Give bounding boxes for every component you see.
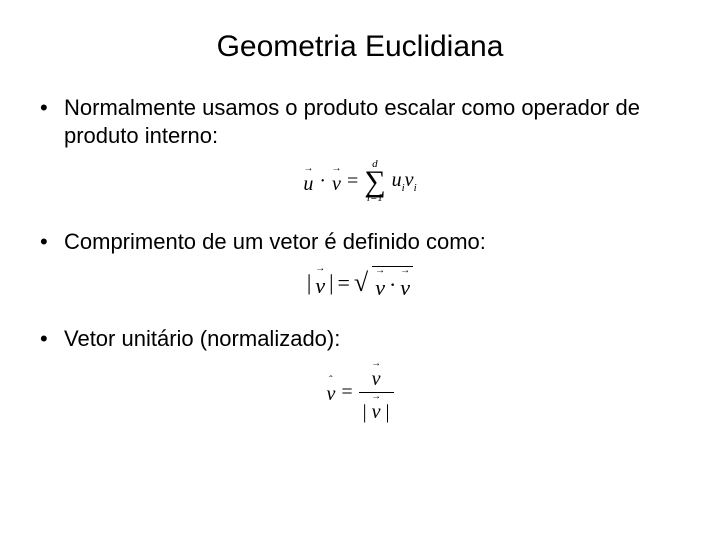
sqrt-dot: · — [389, 272, 396, 298]
ui-base: u — [392, 169, 402, 191]
vi-sub: i — [414, 182, 417, 194]
fraction-num: → v — [368, 362, 385, 390]
vector-u: → u — [303, 167, 313, 196]
den-abs-open: | — [363, 401, 367, 423]
summation: d ∑ i=1 — [364, 159, 385, 204]
bullet-2: Comprimento de um vetor é definido como: — [40, 228, 680, 256]
frac-num-v: → v — [372, 362, 381, 390]
vi-base: v — [405, 169, 414, 191]
bullet-3: Vetor unitário (normalizado): — [40, 325, 680, 353]
dot-operator: · — [319, 170, 326, 193]
equals-3: = — [341, 381, 352, 404]
sigma-symbol: ∑ — [364, 168, 385, 195]
den-abs-close: | — [386, 401, 390, 423]
formula-unit-vector: ˆ v = → v | → v | — [40, 362, 680, 423]
bullet-1: Normalmente usamos o produto escalar com… — [40, 94, 680, 149]
vector-v-mag: → v — [315, 267, 325, 299]
fraction-den: | → v | — [359, 395, 394, 423]
v-hat-letter: v — [326, 383, 335, 405]
sqrt-v2-letter: v — [400, 275, 410, 300]
sqrt-v1-letter: v — [375, 275, 385, 300]
slide-title: Geometria Euclidiana — [40, 30, 680, 64]
vector-v-sqrt-2: → v — [400, 269, 410, 301]
v-hat: ˆ v — [326, 379, 335, 406]
sqrt-symbol: √ — [354, 268, 368, 298]
formula-magnitude: | → v | = √ → v · → v — [40, 266, 680, 301]
formula-dot-product: → u · → v = d ∑ i=1 uivi — [40, 159, 680, 204]
vector-u-letter: u — [303, 173, 313, 195]
sum-lower: i=1 — [367, 193, 383, 204]
term-ui-vi: uivi — [392, 169, 417, 194]
frac-den-v-letter: v — [372, 401, 381, 423]
frac-den-v: → v — [372, 395, 381, 423]
vector-v-mag-letter: v — [315, 273, 325, 298]
equals-2: = — [338, 270, 350, 296]
fraction: → v | → v | — [359, 362, 394, 423]
equals-1: = — [347, 170, 358, 193]
abs-open: | — [307, 270, 311, 296]
vector-v: → v — [332, 167, 341, 196]
vector-v-sqrt-1: → v — [375, 269, 385, 301]
frac-num-v-letter: v — [372, 368, 381, 390]
vector-v-letter: v — [332, 173, 341, 195]
sqrt-arg: → v · → v — [372, 266, 413, 301]
abs-close: | — [329, 270, 333, 296]
slide: Geometria Euclidiana Normalmente usamos … — [0, 0, 720, 540]
